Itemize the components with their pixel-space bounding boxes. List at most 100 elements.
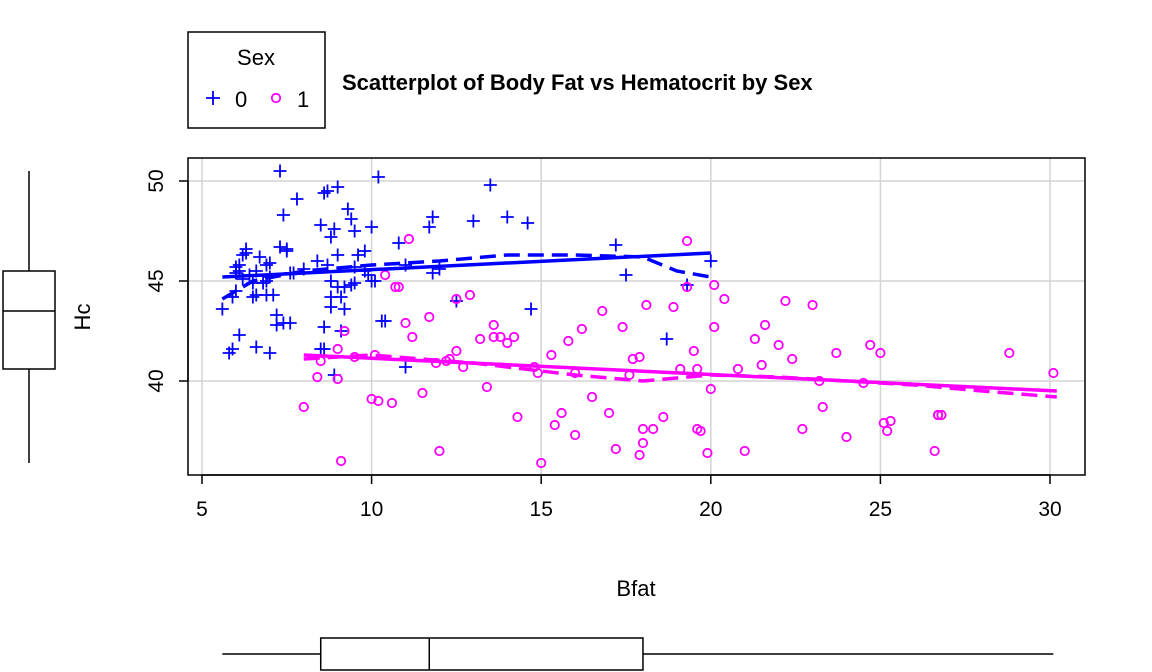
legend-symbol-plus	[206, 91, 220, 105]
point-series-0-87	[263, 256, 277, 270]
point-series-0-47	[521, 216, 535, 230]
point-series-1-47	[709, 321, 720, 333]
point-series-1-51	[759, 319, 771, 331]
point-series-1-46	[705, 383, 716, 395]
x-axis-label: Bfat	[616, 576, 655, 601]
point-series-0-58	[249, 340, 263, 354]
point-series-0-20	[290, 192, 304, 206]
point-series-1-73	[495, 331, 506, 343]
point-series-0-90	[378, 314, 392, 328]
point-series-1-60	[875, 347, 886, 359]
point-series-0-68	[270, 318, 284, 332]
point-series-0-35	[365, 220, 379, 234]
point-series-0-31	[344, 212, 358, 226]
y-tick-label-45: 45	[145, 269, 168, 292]
point-series-0-45	[483, 178, 497, 192]
chart-title: Scatterplot of Body Fat vs Hematocrit by…	[342, 70, 813, 95]
fit-line-series-1-smooth	[303, 353, 1057, 399]
point-series-1-5	[366, 393, 377, 405]
point-series-1-55	[807, 299, 818, 311]
point-series-1-49	[739, 445, 750, 457]
point-series-1-34	[617, 321, 628, 333]
point-series-1-63	[929, 445, 940, 457]
point-series-0-42	[426, 210, 440, 224]
legend-entry-1: 1	[297, 87, 309, 112]
point-series-1-86	[488, 331, 499, 343]
point-series-0-82	[239, 246, 253, 260]
point-series-0-65	[337, 302, 351, 316]
point-series-1-79	[932, 409, 944, 421]
fit-line-series-1-linear	[303, 353, 1057, 393]
y-axis: 40 45 50	[145, 169, 189, 393]
point-series-0-84	[280, 242, 294, 256]
point-series-0-59	[263, 346, 277, 360]
point-series-0-66	[348, 276, 362, 290]
point-series-0-91	[399, 360, 413, 374]
point-series-1-92	[637, 423, 649, 435]
x-tick-label-25: 25	[869, 498, 892, 521]
point-series-1-67	[1048, 367, 1059, 379]
x-axis: 5 10 15 20 25 30	[196, 474, 1062, 521]
point-series-0-49	[609, 238, 623, 252]
point-series-1-62	[885, 415, 896, 427]
y-marginal-boxplot	[2, 171, 56, 463]
point-series-0-53	[704, 254, 718, 268]
point-series-0-73	[317, 342, 331, 356]
point-series-1-9	[393, 281, 404, 293]
point-series-0-0	[215, 302, 229, 316]
y-tick-label-50: 50	[145, 169, 168, 192]
point-series-0-41	[422, 220, 436, 234]
y-axis-label: Hc	[70, 304, 95, 331]
point-series-1-29	[576, 323, 588, 335]
point-series-0-95	[324, 290, 338, 304]
point-series-0-10	[253, 250, 267, 264]
point-series-1-0	[298, 401, 309, 413]
point-series-0-12	[259, 258, 273, 272]
point-series-1-56	[817, 401, 828, 413]
data-points	[215, 164, 1059, 469]
point-series-1-81	[549, 419, 560, 431]
point-series-0-72	[276, 316, 290, 330]
point-series-0-64	[331, 280, 345, 294]
point-series-0-25	[324, 230, 338, 244]
point-series-0-71	[331, 248, 345, 262]
legend-entry-0: 0	[235, 87, 247, 112]
point-series-0-27	[331, 180, 345, 194]
point-series-1-38	[648, 423, 659, 435]
point-series-1-57	[831, 347, 842, 359]
point-series-1-43	[688, 345, 699, 357]
point-series-1-75	[637, 437, 649, 449]
point-series-1-28	[570, 429, 581, 441]
point-series-1-35	[627, 353, 638, 365]
point-series-1-30	[586, 391, 598, 403]
point-series-0-51	[660, 332, 674, 346]
point-series-1-16	[451, 293, 462, 305]
point-series-1-53	[787, 353, 798, 365]
fit-lines	[221, 251, 1057, 399]
point-series-1-3	[335, 455, 347, 467]
point-series-1-26	[546, 349, 557, 361]
point-series-1-37	[641, 299, 652, 311]
point-series-1-59	[865, 339, 876, 351]
point-series-0-88	[310, 254, 324, 268]
y-box-iqr	[2, 270, 56, 370]
point-series-1-85	[403, 233, 415, 245]
point-series-1-54	[797, 423, 808, 435]
point-series-1-7	[380, 269, 391, 281]
y-tick-label-40: 40	[145, 369, 168, 392]
point-series-1-36	[634, 449, 645, 461]
point-series-1-20	[481, 381, 493, 393]
point-series-0-33	[351, 248, 365, 262]
point-series-0-26	[327, 222, 341, 236]
point-series-0-44	[466, 214, 480, 228]
legend-title: Sex	[237, 45, 275, 70]
legend: Sex 0 1	[187, 31, 326, 129]
point-series-1-94	[692, 423, 703, 435]
grid	[188, 158, 1085, 475]
point-series-1-39	[658, 411, 669, 423]
point-series-1-2	[332, 373, 343, 385]
point-series-1-50	[749, 333, 760, 345]
legend-symbol-circle	[270, 92, 282, 104]
point-series-1-74	[563, 335, 574, 347]
point-series-1-83	[709, 279, 720, 291]
